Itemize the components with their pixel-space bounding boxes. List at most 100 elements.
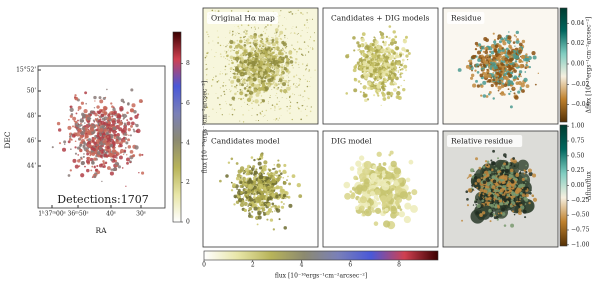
blob xyxy=(95,124,97,126)
blob xyxy=(246,49,248,51)
blob xyxy=(391,38,395,42)
blob xyxy=(519,196,521,198)
blob xyxy=(81,161,85,165)
blob xyxy=(75,153,77,155)
blob xyxy=(229,60,230,61)
blob xyxy=(372,62,374,64)
blob xyxy=(407,59,408,60)
blob xyxy=(277,89,279,91)
blob xyxy=(388,92,390,94)
blob xyxy=(490,159,492,161)
blob xyxy=(528,57,529,58)
blob xyxy=(312,47,313,48)
blob xyxy=(276,93,277,94)
blob xyxy=(265,33,267,35)
blob xyxy=(475,182,478,185)
blob xyxy=(231,60,232,61)
blob xyxy=(370,191,375,196)
panel-title: Original Hα map xyxy=(211,14,275,23)
blob xyxy=(262,201,264,203)
blob xyxy=(349,190,352,193)
blob xyxy=(101,181,102,182)
blob xyxy=(394,81,396,83)
blob xyxy=(126,154,127,155)
blob xyxy=(241,68,242,69)
blob xyxy=(244,87,247,90)
blob xyxy=(232,34,233,35)
blob xyxy=(485,203,487,205)
blob xyxy=(492,150,495,153)
blob xyxy=(249,166,251,168)
blob xyxy=(225,174,229,178)
blob xyxy=(513,92,515,94)
blob xyxy=(90,127,94,131)
blob xyxy=(141,154,143,156)
blob xyxy=(91,124,93,126)
blob xyxy=(131,121,135,125)
blob xyxy=(496,216,499,219)
blob xyxy=(477,179,481,183)
blob xyxy=(253,92,254,93)
blob xyxy=(469,59,472,62)
blob xyxy=(364,75,368,79)
blob xyxy=(280,38,282,40)
blob xyxy=(247,205,249,207)
blob xyxy=(217,81,219,83)
blob xyxy=(125,147,127,149)
blob xyxy=(521,55,525,59)
blob xyxy=(266,174,267,175)
blob xyxy=(299,62,300,63)
blob xyxy=(122,114,126,118)
blob xyxy=(293,26,294,27)
blob xyxy=(273,86,274,87)
blob xyxy=(258,87,262,91)
blob xyxy=(84,122,86,124)
blob xyxy=(514,165,516,167)
blob xyxy=(508,88,510,90)
blob xyxy=(510,169,514,173)
blob xyxy=(471,74,474,77)
blob xyxy=(99,144,100,145)
blob xyxy=(383,220,390,227)
blob xyxy=(278,25,279,26)
blob xyxy=(249,42,251,44)
blob xyxy=(264,165,267,168)
blob xyxy=(62,148,66,152)
blob xyxy=(307,106,308,107)
blob xyxy=(263,167,267,171)
blob xyxy=(487,184,489,186)
blob xyxy=(518,50,522,54)
blob xyxy=(261,204,264,207)
blob xyxy=(271,179,275,183)
blob xyxy=(219,104,220,105)
blob xyxy=(244,178,247,181)
blob xyxy=(283,181,286,184)
blob xyxy=(248,207,252,211)
blob xyxy=(497,193,499,195)
blob xyxy=(307,81,308,82)
blob xyxy=(222,114,223,115)
blob xyxy=(251,102,253,104)
blob xyxy=(504,224,507,227)
blob xyxy=(235,66,238,69)
blob xyxy=(521,89,525,93)
blob xyxy=(296,13,297,14)
blob xyxy=(101,157,102,158)
blob xyxy=(213,41,214,42)
blob xyxy=(260,112,261,113)
blob xyxy=(253,49,254,50)
blob xyxy=(276,103,278,105)
x-tick-label: 30ˢ xyxy=(136,211,146,218)
blob xyxy=(274,87,275,88)
blob xyxy=(386,36,388,38)
blob xyxy=(287,92,288,93)
blob xyxy=(364,72,366,74)
blob xyxy=(513,64,514,65)
blob xyxy=(257,195,259,197)
blob xyxy=(79,147,81,149)
blob xyxy=(265,184,266,185)
blob xyxy=(483,180,487,184)
blob xyxy=(232,31,234,33)
blob xyxy=(292,93,293,94)
